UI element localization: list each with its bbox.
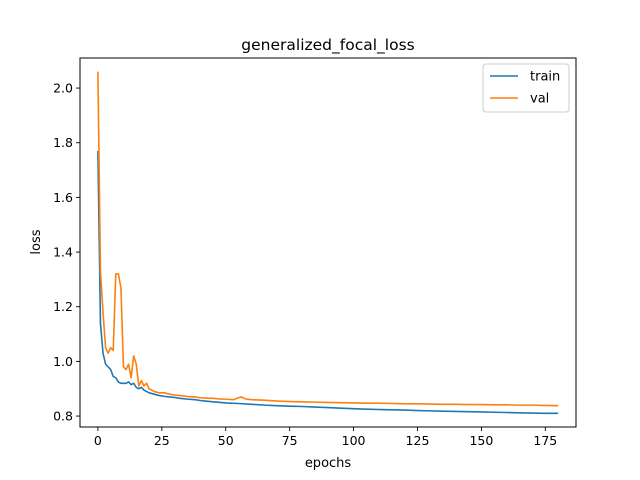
x-tick-label: 25: [154, 433, 170, 448]
series-line-val: [97, 71, 559, 407]
y-tick-label: 2.0: [53, 81, 73, 96]
y-tick-label: 1.6: [53, 190, 73, 205]
y-axis-label: loss: [29, 229, 44, 254]
x-tick-label: 50: [218, 433, 234, 448]
y-tick-label: 1.4: [53, 245, 73, 260]
x-tick-label: 75: [282, 433, 298, 448]
axes-frame: [79, 57, 577, 428]
y-tick-label: 0.8: [53, 409, 73, 424]
x-tick-label: 175: [533, 433, 557, 448]
y-tick-label: 1.0: [53, 354, 73, 369]
x-axis-label: epochs: [305, 456, 352, 471]
series-layer: [97, 71, 559, 415]
x-tick-label: 100: [342, 433, 366, 448]
legend: train val: [482, 63, 570, 113]
series-line-train: [97, 150, 559, 415]
y-axis: 0.8 1.0 1.2 1.4 1.6 1.8 2.0: [53, 81, 80, 424]
x-tick-label: 125: [406, 433, 430, 448]
legend-label-val: val: [530, 92, 549, 107]
plot-area: [79, 57, 577, 428]
chart-title: generalized_focal_loss: [241, 36, 414, 55]
x-axis: 0 25 50 75 100 125 150 175: [94, 427, 557, 448]
x-tick-label: 0: [94, 433, 102, 448]
x-tick-label: 150: [469, 433, 493, 448]
legend-label-train: train: [530, 70, 560, 85]
y-tick-label: 1.2: [53, 299, 73, 314]
y-tick-label: 1.8: [53, 135, 73, 150]
